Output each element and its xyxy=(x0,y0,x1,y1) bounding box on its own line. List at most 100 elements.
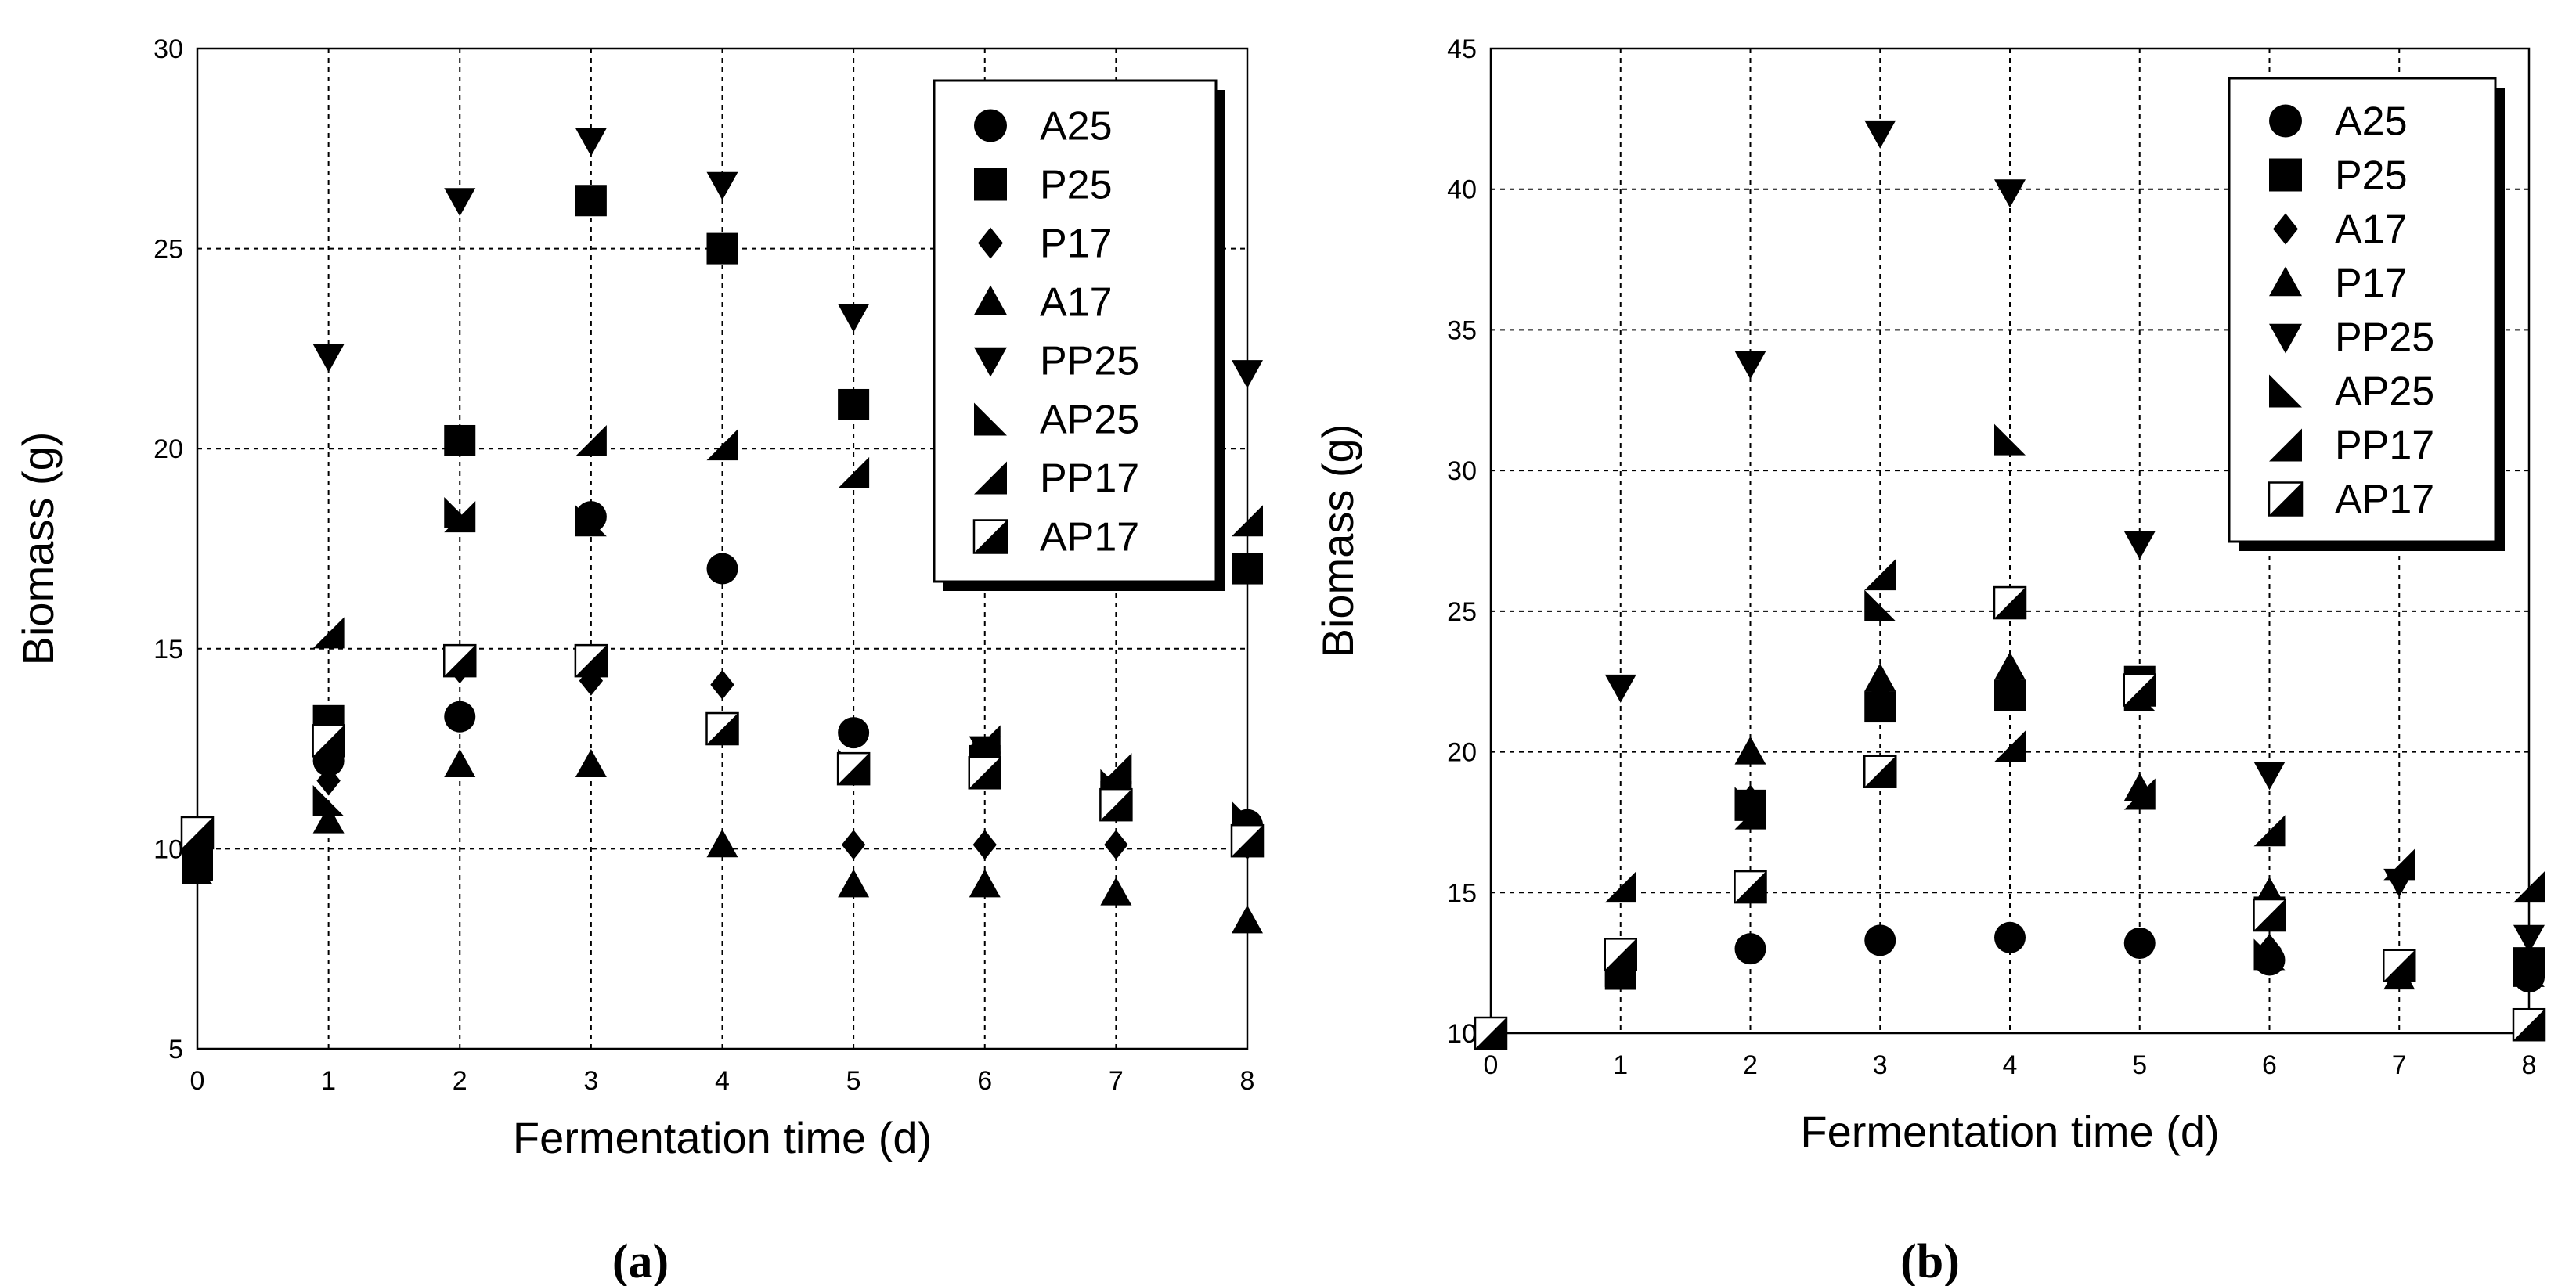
data-point xyxy=(1864,120,1896,149)
data-point xyxy=(841,830,866,860)
y-tick-label: 15 xyxy=(1447,878,1477,908)
data-point xyxy=(706,429,738,461)
data-point xyxy=(1232,553,1263,585)
y-tick-label: 25 xyxy=(153,235,183,265)
data-point xyxy=(312,617,345,649)
data-point xyxy=(2513,924,2545,953)
x-tick-label: 7 xyxy=(1109,1066,1124,1096)
legend-label: A25 xyxy=(1040,104,1113,149)
data-point xyxy=(1994,651,2026,680)
data-point xyxy=(1734,736,1766,765)
legend-marker-a17 xyxy=(2273,213,2298,245)
y-tick-label: 10 xyxy=(1447,1019,1477,1049)
data-point xyxy=(2257,934,2282,964)
data-point xyxy=(2123,927,2156,959)
data-point xyxy=(2253,877,2286,906)
data-point xyxy=(444,424,476,456)
x-tick-label: 5 xyxy=(2132,1050,2147,1080)
data-point xyxy=(2253,938,2286,971)
x-tick-label: 6 xyxy=(977,1066,992,1096)
legend-marker-a25 xyxy=(2269,104,2302,138)
data-point xyxy=(312,724,345,758)
y-axis-title: Biomass (g) xyxy=(1313,424,1362,658)
data-point xyxy=(1993,585,2027,620)
data-point xyxy=(1099,787,1133,822)
legend-marker-p17 xyxy=(2269,266,2302,297)
data-point xyxy=(969,869,1001,898)
data-point xyxy=(1734,933,1766,965)
data-point xyxy=(1864,559,1896,591)
data-point xyxy=(312,785,345,817)
data-point xyxy=(2513,955,2545,987)
x-tick-label: 3 xyxy=(583,1066,598,1096)
legend-marker-p25 xyxy=(974,168,1007,201)
x-tick-label: 4 xyxy=(2003,1050,2018,1080)
y-tick-label: 25 xyxy=(1447,597,1477,627)
x-tick-label: 2 xyxy=(453,1066,467,1096)
y-tick-label: 45 xyxy=(1447,34,1477,64)
legend-marker-pp17 xyxy=(974,461,1007,495)
legend-label: A17 xyxy=(2335,207,2408,253)
data-point xyxy=(838,388,870,420)
x-axis-title: Fermentation time (d) xyxy=(1800,1107,2219,1156)
data-point xyxy=(1738,784,1762,815)
data-point xyxy=(1864,589,1896,621)
y-tick-label: 5 xyxy=(168,1035,183,1064)
data-point xyxy=(838,304,870,333)
data-point xyxy=(1604,871,1636,903)
legend-marker-pp25 xyxy=(974,347,1007,377)
legend-label: PP17 xyxy=(1040,456,1139,502)
x-tick-label: 1 xyxy=(321,1066,336,1096)
data-point xyxy=(444,188,476,217)
panel-a-chart: 0 1 2 3 4 5 6 7 8 5 10 15 20 25 30 Fermentation time (d… xyxy=(13,34,1265,1286)
data-point xyxy=(316,765,341,796)
y-tick-label: 15 xyxy=(153,635,183,665)
data-point xyxy=(1994,921,2026,953)
legend-marker-ap25 xyxy=(974,402,1007,436)
data-point xyxy=(706,829,738,858)
data-point xyxy=(2512,1007,2546,1042)
legend-label: AP25 xyxy=(2335,369,2434,415)
data-point xyxy=(1863,755,1897,788)
plot-frame xyxy=(196,47,1249,1050)
data-point xyxy=(838,717,870,749)
data-point xyxy=(972,830,997,860)
series-ap17 xyxy=(180,643,1265,858)
data-point xyxy=(838,456,870,488)
data-point xyxy=(575,424,607,456)
data-point xyxy=(1734,798,1766,830)
legend-label: P25 xyxy=(2335,153,2408,199)
legend-label: A25 xyxy=(2335,99,2408,145)
data-point xyxy=(706,171,738,200)
y-axis-title: Biomass (g) xyxy=(13,432,63,666)
legend-label: PP25 xyxy=(1040,339,1139,384)
data-point xyxy=(2253,762,2286,791)
data-point xyxy=(1997,666,2022,697)
data-point xyxy=(1734,351,1766,380)
series-pp17 xyxy=(182,424,1263,881)
plot-frame xyxy=(1489,47,2531,1035)
series-ap17 xyxy=(1474,585,2546,1050)
data-point xyxy=(706,553,738,585)
data-point xyxy=(1100,753,1132,785)
x-tick-label: 5 xyxy=(846,1066,861,1096)
data-point xyxy=(1100,877,1132,906)
legend-marker-ap17 xyxy=(972,519,1008,554)
legend-label: P17 xyxy=(1040,222,1113,267)
legend-label: PP25 xyxy=(2335,315,2434,361)
legend-label: P17 xyxy=(2335,261,2408,307)
data-point xyxy=(444,701,476,733)
data-point xyxy=(1232,505,1263,537)
legend-marker-a25 xyxy=(974,109,1007,142)
legend-label: AP17 xyxy=(2335,477,2434,523)
data-point xyxy=(2253,898,2286,932)
x-tick-label: 2 xyxy=(1743,1050,1758,1080)
x-tick-label: 6 xyxy=(2262,1050,2277,1080)
legend-marker-p25 xyxy=(2269,158,2302,192)
x-tick-label: 8 xyxy=(1240,1066,1255,1096)
x-axis-title: Fermentation time (d) xyxy=(513,1113,932,1162)
y-tick-label: 10 xyxy=(153,834,183,864)
legend-label: A17 xyxy=(1040,280,1113,326)
